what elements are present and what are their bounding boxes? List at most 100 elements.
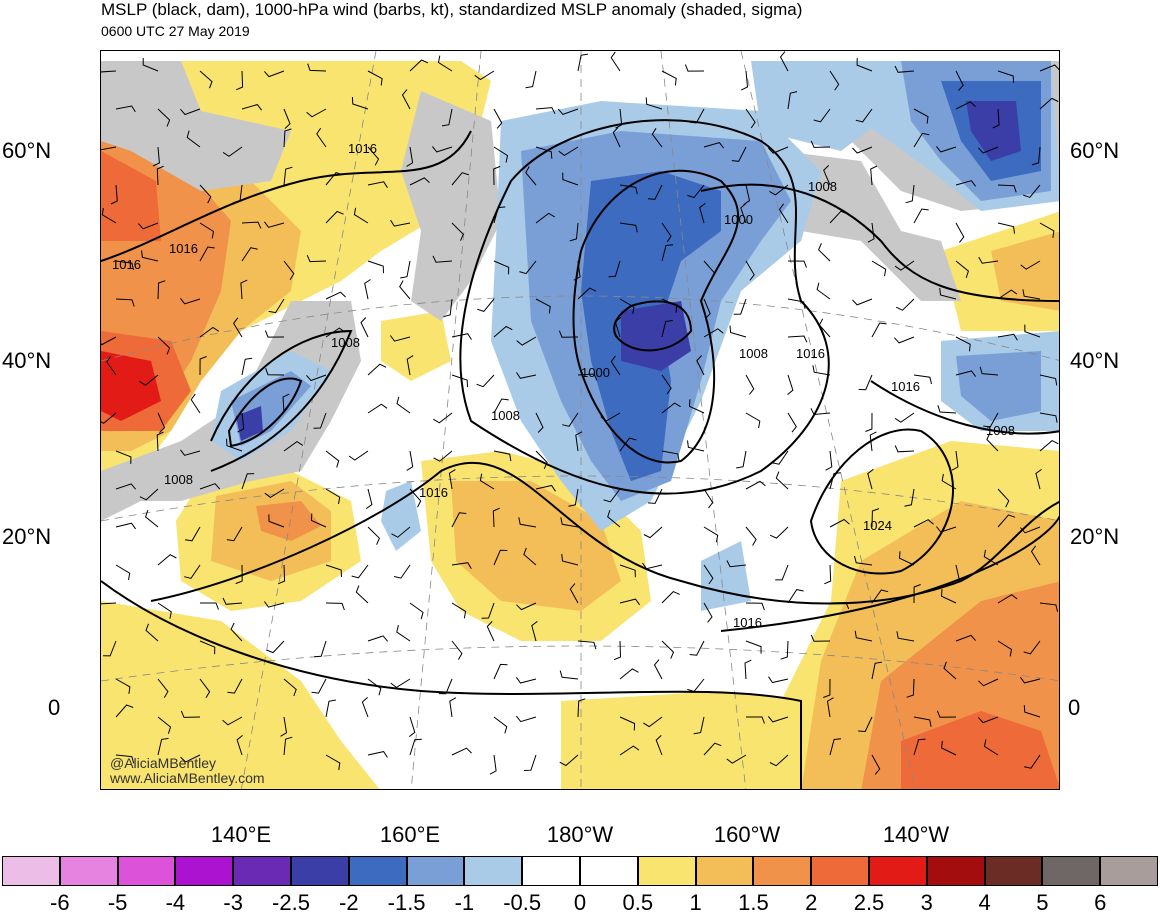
wind-barb (115, 298, 135, 307)
wind-barb (643, 526, 663, 539)
wind-barb (955, 260, 969, 278)
wind-barb (157, 737, 169, 756)
wind-barb (818, 243, 831, 262)
wind-barb (936, 710, 957, 718)
wind-barb (535, 107, 556, 115)
map-title: MSLP (black, dam), 1000-hPa wind (barbs,… (101, 0, 803, 19)
wind-barb (241, 247, 258, 262)
graticule-lat-0 (101, 645, 1059, 682)
wind-barb (557, 108, 579, 115)
isobar-labels: 1016 1016 1016 1008 1008 1008 1000 1000 … (112, 141, 1015, 630)
wind-barb (268, 514, 285, 528)
wind-barb (733, 298, 747, 315)
colorbar-tick-label: -2.5 (272, 890, 310, 915)
wind-barb (772, 450, 789, 465)
wind-barb (689, 640, 705, 656)
anomaly-negative-pacific-northwest-1 (956, 351, 1041, 421)
wind-barb (367, 70, 383, 86)
wind-barb (699, 203, 706, 224)
wind-barb (810, 634, 831, 642)
wind-barb (515, 677, 537, 684)
wind-barb (740, 202, 747, 224)
wind-barb (896, 631, 915, 642)
wind-barb (451, 640, 463, 660)
colorbar-tick-label: 2 (805, 890, 818, 915)
lat-label-20n-left: 20°N (2, 524, 52, 549)
wind-barb (325, 754, 341, 770)
wind-barb (913, 208, 929, 224)
map-valid-time: 0600 UTC 27 May 2019 (101, 23, 250, 39)
wind-barb (110, 184, 118, 205)
anomaly-negative-japan-low-core (236, 406, 263, 441)
wind-barb (115, 522, 137, 530)
wind-barb (367, 526, 380, 545)
colorbar-tick-label: 0.5 (622, 890, 654, 915)
wind-barb (264, 488, 285, 499)
wind-barb (523, 547, 537, 566)
lon-label-160e: 160°E (379, 822, 441, 847)
wind-barb (745, 602, 765, 611)
anomaly-gray-alaska (781, 151, 961, 301)
isobar-central-low-1000 (572, 169, 740, 464)
graticule-lat-40n (101, 295, 1059, 362)
wind-barb (115, 678, 131, 694)
wind-barb (268, 298, 285, 314)
isobar-central-low-outer-1008 (459, 119, 830, 495)
colorbar-swatch (2, 856, 60, 886)
wind-barb (367, 678, 382, 696)
colorbar-tick-label: -0.5 (503, 890, 542, 915)
wind-barb (687, 184, 705, 199)
wind-barb (871, 322, 887, 338)
wind-barb (264, 330, 285, 338)
wind-barb (142, 58, 159, 72)
wind-barb (703, 328, 724, 338)
wind-barb (651, 128, 663, 148)
wind-barb (400, 260, 411, 279)
wind-barb (101, 70, 117, 73)
wind-barb (619, 745, 640, 756)
wind-barb (535, 298, 551, 314)
wind-barb (367, 181, 388, 188)
isobar-label: 1000 (581, 365, 610, 380)
wind-barb (263, 601, 285, 608)
wind-barb (1024, 754, 1041, 769)
wind-barb (367, 751, 388, 758)
wind-barb (810, 408, 831, 416)
wind-barb (558, 146, 579, 157)
wind-barb (283, 736, 293, 756)
wind-barb (139, 374, 159, 386)
wind-barb (951, 450, 959, 471)
wind-barb (779, 51, 789, 72)
lon-label-160w: 160°W (713, 822, 781, 847)
anomaly-negative-alaska-gulf-core (966, 101, 1021, 161)
wind-barb (936, 526, 957, 533)
colorbar-tick-label: -1.5 (387, 890, 426, 915)
wind-barb (577, 287, 597, 300)
wind-barb (787, 412, 797, 433)
anomaly-positive-kamchatka (381, 311, 451, 381)
wind-barb (824, 564, 832, 585)
wind-barb (780, 640, 789, 660)
wind-barb (978, 146, 999, 154)
wind-barb (489, 754, 497, 775)
isobar-label: 1016 (891, 379, 920, 394)
anomaly-gray-sea-of-okhotsk (401, 91, 501, 321)
wind-barb (997, 640, 1013, 657)
wind-barb (138, 222, 159, 230)
wind-barb (787, 298, 806, 309)
wind-barb (703, 526, 719, 543)
wind-barb (493, 450, 512, 462)
wind-barb (351, 564, 369, 579)
wind-barb (393, 564, 411, 579)
wind-barb (240, 279, 248, 300)
wind-barb (979, 366, 999, 376)
wind-barb (365, 488, 373, 510)
wind-barb (441, 108, 453, 127)
wind-barb (983, 739, 999, 756)
anomaly-positive-west-pacific-red1 (101, 151, 161, 241)
wind-barb (157, 412, 166, 433)
wind-barb (157, 678, 169, 698)
wind-barb (577, 53, 589, 72)
wind-barb (531, 621, 538, 642)
wind-barb (615, 108, 623, 129)
